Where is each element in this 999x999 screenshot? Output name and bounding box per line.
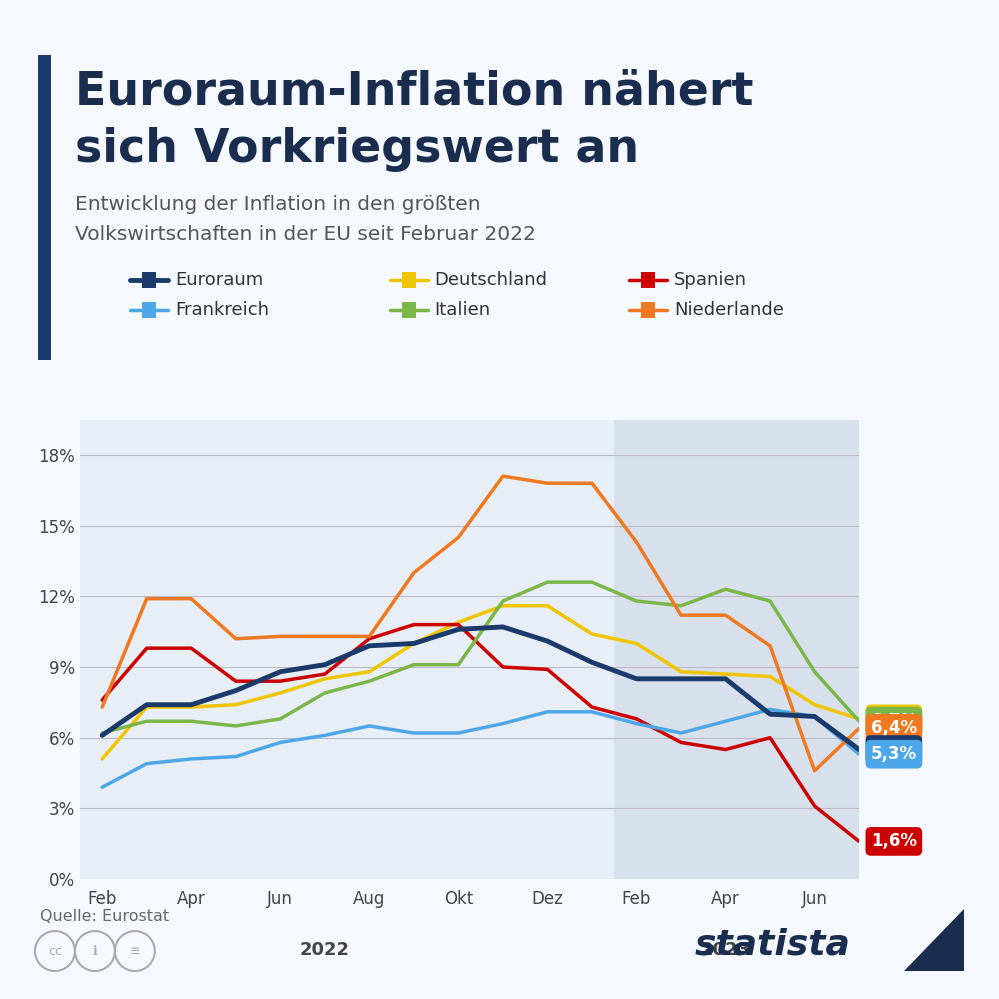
Text: Frankreich: Frankreich [175,301,269,319]
Text: 2022: 2022 [300,940,350,958]
Text: Niederlande: Niederlande [674,301,784,319]
Text: 5,3%: 5,3% [871,745,917,763]
Text: Italien: Italien [435,301,491,319]
Text: Entwicklung der Inflation in den größten: Entwicklung der Inflation in den größten [75,195,481,214]
Bar [614,420,868,879]
Text: 2023: 2023 [700,940,750,958]
Text: 6,8%: 6,8% [871,710,917,728]
Text: 1,6%: 1,6% [871,832,917,850]
Text: cc: cc [48,944,62,958]
Text: sich Vorkriegswert an: sich Vorkriegswert an [75,127,639,172]
Text: ℹ: ℹ [93,944,97,958]
Text: 6,7%: 6,7% [871,712,917,730]
Text: Euroraum-Inflation nähert: Euroraum-Inflation nähert [75,70,753,115]
Text: Spanien: Spanien [674,271,747,289]
Text: 6,4%: 6,4% [871,719,917,737]
Text: Euroraum: Euroraum [175,271,263,289]
Text: Deutschland: Deutschland [435,271,547,289]
Text: statista: statista [694,927,850,961]
Text: Volkswirtschaften in der EU seit Februar 2022: Volkswirtschaften in der EU seit Februar… [75,225,535,244]
Text: Quelle: Eurostat: Quelle: Eurostat [40,909,169,924]
Text: ≡: ≡ [130,944,140,958]
Text: 5,5%: 5,5% [871,740,917,758]
